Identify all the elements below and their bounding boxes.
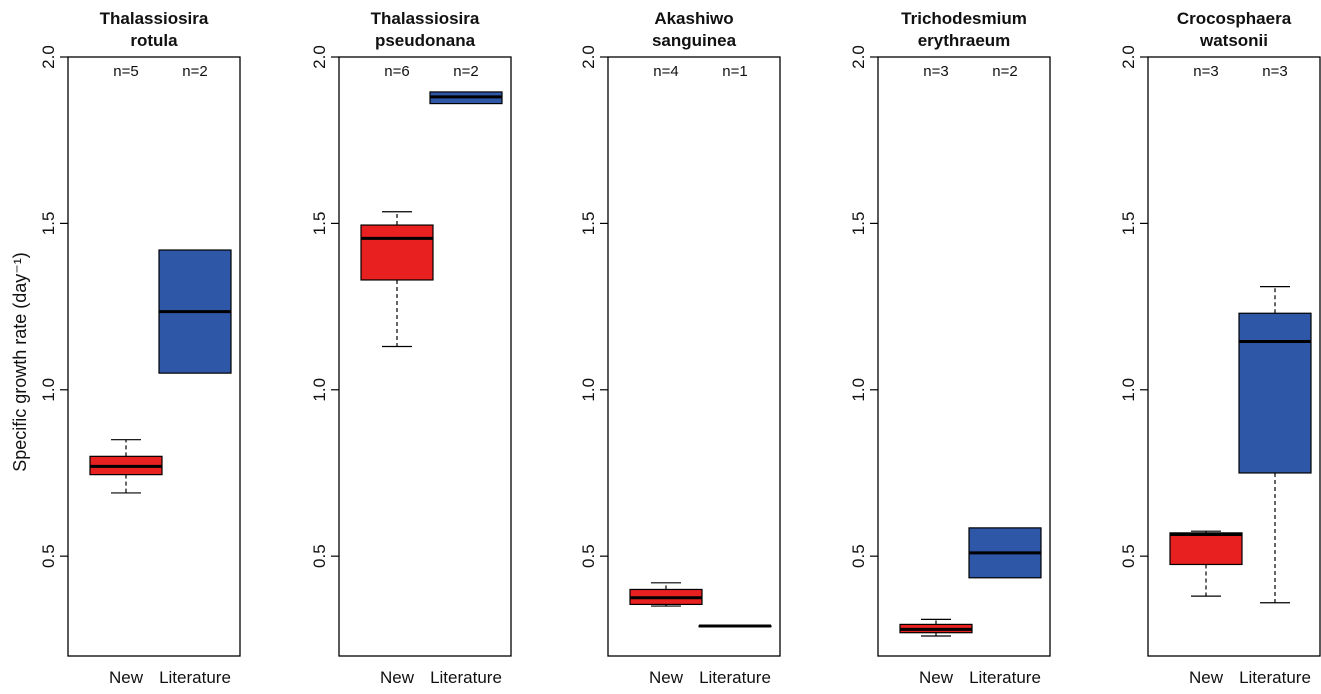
- x-category-label: Literature: [699, 668, 771, 687]
- x-category-label: Literature: [159, 668, 231, 687]
- panel-title-line: rotula: [130, 31, 178, 50]
- y-tick-label: 0.5: [310, 544, 329, 568]
- y-tick-label: 1.5: [579, 212, 598, 236]
- panel-title-line: pseudonana: [375, 31, 476, 50]
- x-category-label: New: [649, 668, 684, 687]
- sample-count-label: n=2: [453, 63, 478, 80]
- y-tick-label: 2.0: [39, 45, 58, 69]
- y-tick-label: 1.5: [39, 212, 58, 236]
- y-tick-label: 0.5: [1119, 544, 1138, 568]
- sample-count-label: n=2: [992, 63, 1017, 80]
- sample-count-label: n=4: [653, 63, 678, 80]
- sample-count-label: n=3: [1193, 63, 1218, 80]
- y-tick-label: 1.0: [849, 378, 868, 402]
- x-category-label: Literature: [430, 668, 502, 687]
- sample-count-label: n=3: [923, 63, 948, 80]
- panel-title-line: sanguinea: [652, 31, 737, 50]
- y-tick-label: 1.0: [1119, 378, 1138, 402]
- panel-title-line: Thalassiosira: [371, 9, 480, 28]
- panel-title-line: Akashiwo: [654, 9, 733, 28]
- x-category-label: New: [1189, 668, 1224, 687]
- panel-title-line: watsonii: [1199, 31, 1268, 50]
- y-axis-label: Specific growth rate (day⁻¹): [10, 252, 30, 472]
- panel-title-line: Thalassiosira: [100, 9, 209, 28]
- y-tick-label: 1.0: [579, 378, 598, 402]
- box-new: [1170, 533, 1242, 565]
- x-category-label: Literature: [1239, 668, 1311, 687]
- box-literature: [1239, 313, 1311, 473]
- x-category-label: New: [919, 668, 954, 687]
- sample-count-label: n=2: [182, 63, 207, 80]
- y-tick-label: 2.0: [1119, 45, 1138, 69]
- x-category-label: New: [109, 668, 144, 687]
- panel-title-line: Crocosphaera: [1177, 9, 1292, 28]
- y-tick-label: 2.0: [310, 45, 329, 69]
- y-tick-label: 1.5: [310, 212, 329, 236]
- plot-frame: [339, 57, 511, 656]
- y-tick-label: 1.5: [849, 212, 868, 236]
- sample-count-label: n=6: [384, 63, 409, 80]
- y-tick-label: 0.5: [39, 544, 58, 568]
- y-tick-label: 1.5: [1119, 212, 1138, 236]
- box-new: [361, 225, 433, 280]
- plot-frame: [608, 57, 780, 656]
- x-category-label: Literature: [969, 668, 1041, 687]
- panel-title-line: Trichodesmium: [901, 9, 1027, 28]
- sample-count-label: n=1: [722, 63, 747, 80]
- y-tick-label: 0.5: [579, 544, 598, 568]
- y-tick-label: 1.0: [310, 378, 329, 402]
- y-tick-label: 1.0: [39, 378, 58, 402]
- sample-count-label: n=3: [1262, 63, 1287, 80]
- y-tick-label: 2.0: [579, 45, 598, 69]
- y-tick-label: 0.5: [849, 544, 868, 568]
- y-tick-label: 2.0: [849, 45, 868, 69]
- sample-count-label: n=5: [113, 63, 138, 80]
- x-category-label: New: [380, 668, 415, 687]
- panel-title-line: erythraeum: [918, 31, 1011, 50]
